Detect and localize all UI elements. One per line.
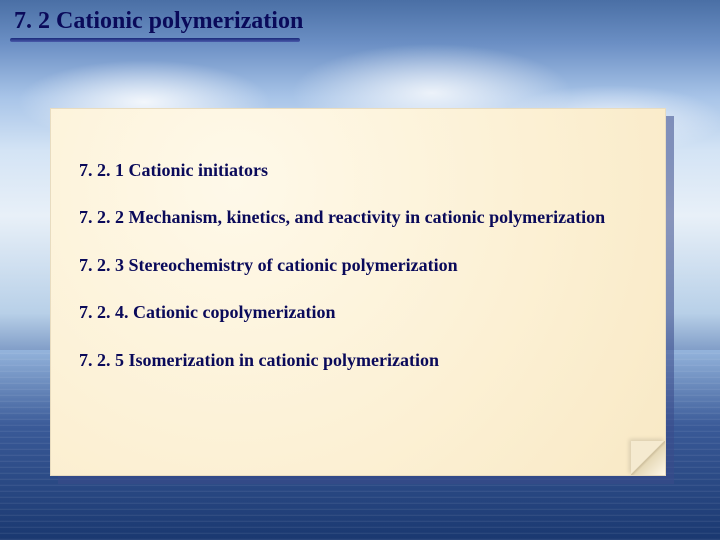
content-panel: 7. 2. 1 Cationic initiators 7. 2. 2 Mech… — [50, 108, 666, 476]
toc-item: 7. 2. 3 Stereochemistry of cationic poly… — [79, 254, 637, 277]
toc-item: 7. 2. 5 Isomerization in cationic polyme… — [79, 349, 637, 372]
toc-item: 7. 2. 2 Mechanism, kinetics, and reactiv… — [79, 206, 637, 229]
slide-title: 7. 2 Cationic polymerization — [14, 8, 303, 35]
title-underline — [10, 38, 300, 42]
toc-item: 7. 2. 4. Cationic copolymerization — [79, 301, 637, 324]
toc-item: 7. 2. 1 Cationic initiators — [79, 159, 637, 182]
